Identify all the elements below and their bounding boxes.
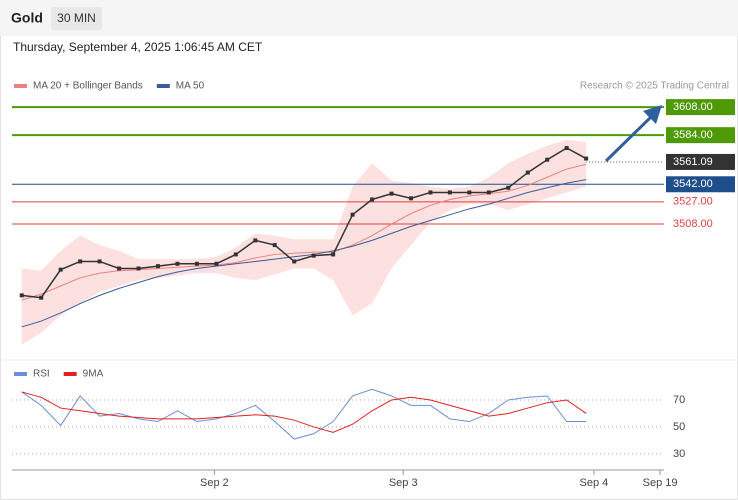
price-point	[292, 259, 297, 264]
price-point	[155, 264, 160, 269]
y-tick-label: 70	[673, 394, 685, 406]
price-point	[58, 267, 63, 272]
price-point	[97, 259, 102, 264]
price-point	[78, 259, 83, 264]
price-point	[19, 293, 24, 298]
level-label: 3542.00	[673, 178, 713, 190]
legend-label: MA 50	[176, 81, 205, 92]
price-point	[545, 157, 550, 162]
x-tick-label: Sep 2	[200, 477, 229, 489]
indicator-line	[21, 388, 587, 440]
price-point	[408, 196, 413, 201]
x-tick-label: Sep 19	[643, 477, 678, 489]
price-point	[331, 252, 336, 257]
indicator-line	[21, 391, 587, 433]
price-point	[370, 197, 375, 202]
price-point	[194, 261, 199, 266]
level-tag	[666, 176, 735, 193]
last-price-label: 3561.09	[673, 156, 713, 168]
price-point	[350, 212, 355, 217]
legend-swatch	[156, 84, 170, 88]
legend-swatch	[63, 372, 77, 376]
level-label: 3584.00	[673, 129, 713, 141]
price-line	[21, 147, 587, 299]
price-point	[486, 190, 491, 195]
level-label: 3508.00	[673, 218, 713, 230]
x-tick-label: Sep 3	[389, 477, 418, 489]
price-point	[214, 261, 219, 266]
price-point	[447, 190, 452, 195]
price-point	[311, 253, 316, 258]
price-point	[117, 266, 122, 271]
timeframe[interactable]: 30 MIN	[57, 11, 96, 25]
price-point	[467, 190, 472, 195]
price-point	[233, 252, 238, 257]
price-point	[175, 261, 180, 266]
price-point	[39, 295, 44, 300]
x-tick-label: Sep 4	[580, 477, 609, 489]
price-point	[272, 243, 277, 248]
legend-swatch	[14, 84, 27, 88]
price-point	[389, 191, 394, 196]
bollinger-band	[21, 139, 587, 345]
level-label: 3527.00	[673, 196, 713, 208]
legend-label: RSI	[33, 369, 50, 380]
legend-swatch	[14, 372, 27, 376]
symbol: Gold	[11, 10, 43, 26]
y-tick-label: 50	[673, 421, 685, 433]
level-tag	[666, 99, 735, 116]
level-tag	[666, 127, 735, 144]
datetime: Thursday, September 4, 2025 1:06:45 AM C…	[13, 40, 263, 54]
timeframe-button[interactable]	[51, 7, 102, 30]
price-point	[253, 238, 258, 243]
target-arrowhead	[643, 105, 662, 124]
ma-line	[21, 179, 587, 328]
legend-label: MA 20 + Bollinger Bands	[33, 81, 143, 92]
level-label: 3608.00	[673, 101, 713, 113]
price-point	[428, 190, 433, 195]
ma-line	[21, 163, 587, 301]
toolbar	[0, 0, 738, 36]
credit: Research © 2025 Trading Central	[580, 81, 729, 92]
price-point	[564, 146, 569, 151]
y-tick-label: 30	[673, 448, 685, 460]
last-price-tag	[666, 153, 735, 170]
price-point	[506, 185, 511, 190]
price-point	[136, 266, 141, 271]
target-arrow	[604, 114, 654, 163]
price-point	[525, 170, 530, 175]
price-point	[584, 156, 589, 161]
legend-label: 9MA	[83, 369, 104, 380]
